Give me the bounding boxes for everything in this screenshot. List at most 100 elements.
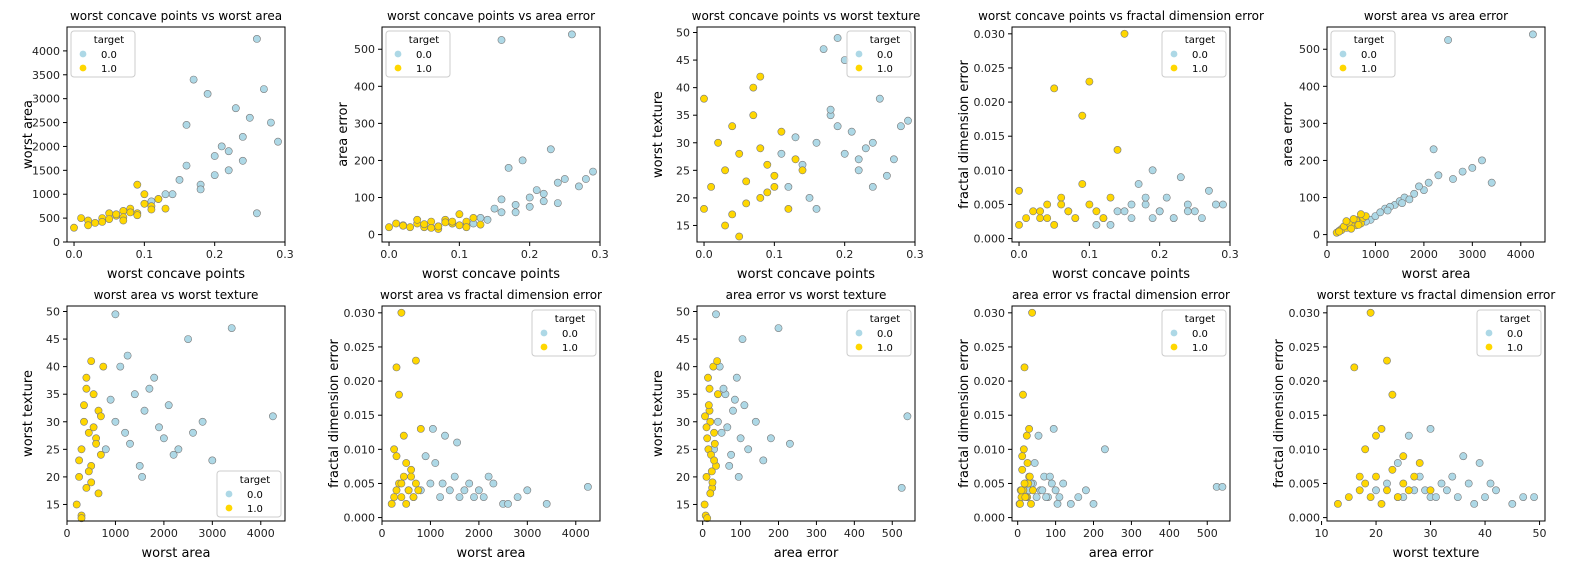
chart-1-x-tick-label: 0.0 <box>65 248 83 261</box>
chart-7-point-class-1 <box>399 431 408 440</box>
chart-3-point-class-0 <box>861 144 870 153</box>
chart-10-point-class-0 <box>1404 431 1413 440</box>
chart-4-point-class-1 <box>1085 200 1094 209</box>
chart-3-point-class-1 <box>756 144 765 153</box>
chart-3-legend-title: target <box>870 35 900 46</box>
chart-4-point-class-1 <box>1099 214 1108 222</box>
chart-10-point-class-1 <box>1372 472 1380 481</box>
chart-3-point-class-1 <box>742 177 751 186</box>
chart-3-point-class-1 <box>770 171 779 180</box>
chart-3-point-class-1 <box>749 83 758 92</box>
chart-5-point-class-0 <box>1468 163 1477 172</box>
chart-8-x-axis-label: area error <box>774 546 839 561</box>
chart-6-point-class-1 <box>77 445 86 454</box>
chart-7-point-class-0 <box>450 472 459 481</box>
chart-2-point-class-0 <box>582 175 590 183</box>
chart-5-point-class-1 <box>1347 224 1356 233</box>
chart-10-point-class-0 <box>1481 493 1489 501</box>
chart-9-point-class-0 <box>1030 459 1039 467</box>
chart-10-x-axis-label: worst texture <box>1393 546 1480 561</box>
chart-9-point-class-1 <box>1022 431 1031 440</box>
chart-7-point-class-1 <box>397 479 406 488</box>
chart-2-point-class-0 <box>539 197 548 206</box>
chart-2-point-class-0 <box>539 189 548 198</box>
chart-3-point-class-1 <box>721 221 729 230</box>
chart-8-point-class-0 <box>897 483 906 492</box>
chart-3-point-class-1 <box>756 193 765 202</box>
chart-8-x-tick-label: 100 <box>730 527 751 540</box>
chart-10-point-class-0 <box>1432 493 1440 501</box>
chart-10-point-class-1 <box>1383 356 1391 365</box>
chart-2-legend-marker-1 <box>394 64 402 72</box>
chart-4-point-class-1 <box>1015 186 1023 195</box>
chart-3-legend-label-0: 0.0 <box>877 50 893 61</box>
chart-4-point-class-0 <box>1127 200 1136 209</box>
chart-7-point-class-0 <box>426 479 435 488</box>
chart-6-y-tick-label: 30 <box>46 416 60 429</box>
chart-5-y-axis-label: area error <box>1281 102 1296 167</box>
chart-4-point-class-1 <box>1050 220 1059 229</box>
chart-7-point-class-0 <box>465 479 474 488</box>
chart-3-point-class-1 <box>735 149 744 158</box>
chart-9-point-class-0 <box>1051 486 1060 495</box>
chart-6-point-class-1 <box>84 428 93 437</box>
chart-9-point-class-0 <box>1055 493 1064 501</box>
chart-8-point-class-1 <box>701 412 709 421</box>
chart-10-legend-marker-1 <box>1485 343 1493 351</box>
chart-6-point-class-1 <box>97 450 105 459</box>
chart-1-point-class-0 <box>231 104 240 113</box>
chart-8-legend-title: target <box>870 314 900 325</box>
chart-5-point-class-0 <box>1424 178 1433 187</box>
chart-8-point-class-0 <box>723 423 732 432</box>
chart-6-legend-marker-0 <box>225 490 233 498</box>
chart-7-point-class-0 <box>489 479 498 488</box>
chart-7-point-class-1 <box>402 499 411 508</box>
chart-3-point-class-0 <box>819 45 828 53</box>
chart-4-point-class-1 <box>1057 200 1066 209</box>
chart-1-y-tick-label: 2000 <box>32 140 60 153</box>
chart-3-point-class-0 <box>854 155 863 164</box>
chart-4-point-class-1 <box>1106 193 1115 202</box>
chart-4-point-class-1 <box>1050 84 1059 93</box>
chart-1-legend-label-0: 0.0 <box>101 50 117 61</box>
chart-4-point-class-1 <box>1078 111 1087 120</box>
chart-4-point-class-1 <box>1078 180 1087 188</box>
chart-10-point-class-0 <box>1475 459 1484 467</box>
chart-6-x-tick-label: 0 <box>64 527 71 540</box>
chart-2-point-class-0 <box>553 178 562 187</box>
chart-1-y-tick-label: 4000 <box>32 45 60 58</box>
chart-8-point-class-0 <box>727 450 735 459</box>
chart-5-point-class-0 <box>1429 145 1438 154</box>
chart-6-point-class-0 <box>150 373 159 382</box>
chart-4-point-class-0 <box>1127 214 1136 222</box>
chart-2-y-tick-label: 100 <box>354 192 375 205</box>
chart-3-point-class-1 <box>763 188 772 197</box>
chart-9-point-class-1 <box>1025 424 1033 433</box>
chart-4-point-class-0 <box>1155 207 1164 216</box>
chart-10-point-class-1 <box>1344 493 1353 501</box>
chart-1-point-class-0 <box>252 209 261 218</box>
chart-5-point-class-0 <box>1434 171 1443 180</box>
chart-3-y-tick-label: 40 <box>676 82 690 95</box>
chart-3-y-axis-label: worst texture <box>651 91 666 178</box>
chart-3-point-class-0 <box>840 149 849 158</box>
chart-10-point-class-0 <box>1453 493 1462 501</box>
chart-4-x-tick-label: 0.1 <box>1081 248 1099 261</box>
chart-7-point-class-0 <box>513 493 522 501</box>
chart-1-y-tick-label: 0 <box>53 236 60 249</box>
chart-6-point-class-0 <box>101 445 110 454</box>
chart-6-point-class-0 <box>106 395 115 404</box>
chart-8-point-class-0 <box>786 439 794 448</box>
chart-10-x-tick-label: 10 <box>1315 527 1329 540</box>
chart-2-point-class-1 <box>392 219 400 228</box>
chart-9-point-class-0 <box>1082 486 1090 495</box>
chart-1-point-class-1 <box>84 221 92 230</box>
chart-2-point-class-1 <box>455 210 464 219</box>
chart-1-point-class-1 <box>161 204 170 213</box>
chart-9-x-tick-label: 100 <box>1045 527 1066 540</box>
chart-8-point-class-0 <box>903 412 912 421</box>
chart-8-point-class-1 <box>707 467 716 476</box>
chart-10-point-class-1 <box>1404 486 1413 495</box>
chart-9-x-tick-label: 500 <box>1197 527 1218 540</box>
chart-4-legend <box>1161 30 1227 78</box>
